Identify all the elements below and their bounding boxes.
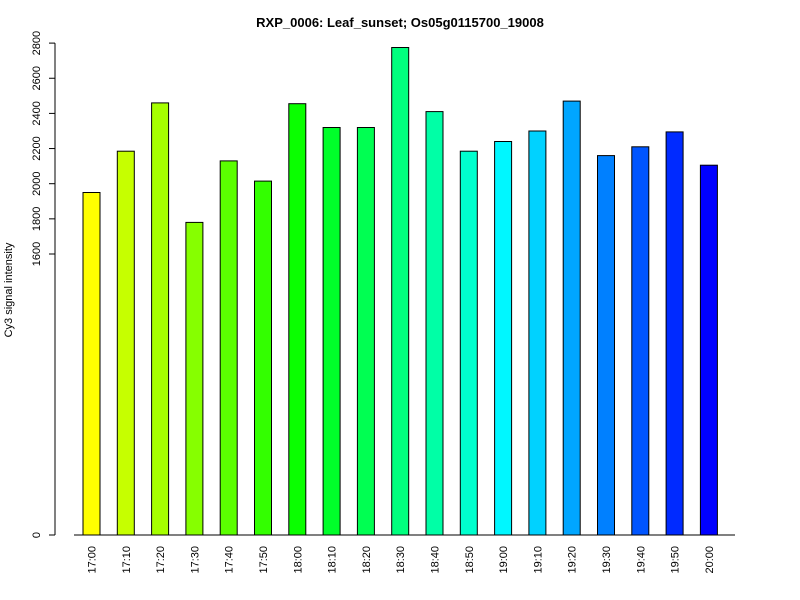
bar-1740 <box>219 160 238 536</box>
bar-1750 <box>254 180 272 536</box>
x-tick-label: 18:00 <box>292 546 304 574</box>
x-tick-label: 19:50 <box>670 546 682 574</box>
bar-1930 <box>597 155 615 536</box>
y-tick-label: 2400 <box>31 101 43 125</box>
x-tick-label: 17:30 <box>189 546 201 574</box>
chart-title: RXP_0006: Leaf_sunset; Os05g0115700_1900… <box>256 15 544 30</box>
bar-1950 <box>665 131 684 536</box>
bar-1920 <box>562 100 581 536</box>
x-tick-label: 17:50 <box>258 546 270 574</box>
bar-1720 <box>151 102 170 536</box>
bar-2000 <box>699 164 718 536</box>
x-tick-label: 19:10 <box>532 546 544 574</box>
y-tick-label: 2200 <box>31 136 43 160</box>
bar-1710 <box>116 150 135 536</box>
bars-group <box>82 47 718 536</box>
y-tick-label: 2000 <box>31 171 43 195</box>
bar-1700 <box>82 192 101 536</box>
x-tick-label: 19:30 <box>601 546 613 574</box>
x-tick-label: 17:20 <box>155 546 167 574</box>
bar-1940 <box>631 146 650 536</box>
bar-1730 <box>185 221 204 536</box>
bar-1910 <box>528 130 547 536</box>
x-tick-label: 20:00 <box>704 546 716 574</box>
bar-1850 <box>459 150 478 536</box>
y-axis-label: Cy3 signal intensity <box>3 242 15 337</box>
x-axis: 17:00 17:10 17:20 17:30 17:40 17:50 18:00 18:10… <box>74 534 735 574</box>
bar-1810 <box>322 127 341 536</box>
y-tick-label: 1600 <box>31 242 43 266</box>
x-tick-label: 18:50 <box>464 546 476 574</box>
y-tick-label: 1800 <box>31 207 43 231</box>
y-tick-label: 2800 <box>31 31 43 55</box>
x-tick-label: 19:20 <box>567 546 579 574</box>
bar-1840 <box>425 111 444 536</box>
bar-1830 <box>391 47 410 536</box>
x-tick-label: 17:40 <box>224 546 236 574</box>
y-tick-label: 2600 <box>31 66 43 90</box>
x-tick-label: 18:40 <box>430 546 442 574</box>
bar-1900 <box>494 141 513 536</box>
x-tick-label: 19:00 <box>498 546 510 574</box>
y-tick-label: 0 <box>31 532 43 538</box>
x-tick-label: 19:40 <box>635 546 647 574</box>
x-tick-label: 18:10 <box>327 546 339 574</box>
bar-1820 <box>356 127 375 536</box>
x-tick-label: 17:10 <box>121 546 133 574</box>
x-tick-label: 18:30 <box>395 546 407 574</box>
bar-1800 <box>288 103 307 536</box>
y-axis: 0 1600 1800 2000 2200 2400 2600 2800 <box>31 31 56 538</box>
x-tick-label: 18:20 <box>361 546 373 574</box>
x-tick-label: 17:00 <box>87 546 99 574</box>
